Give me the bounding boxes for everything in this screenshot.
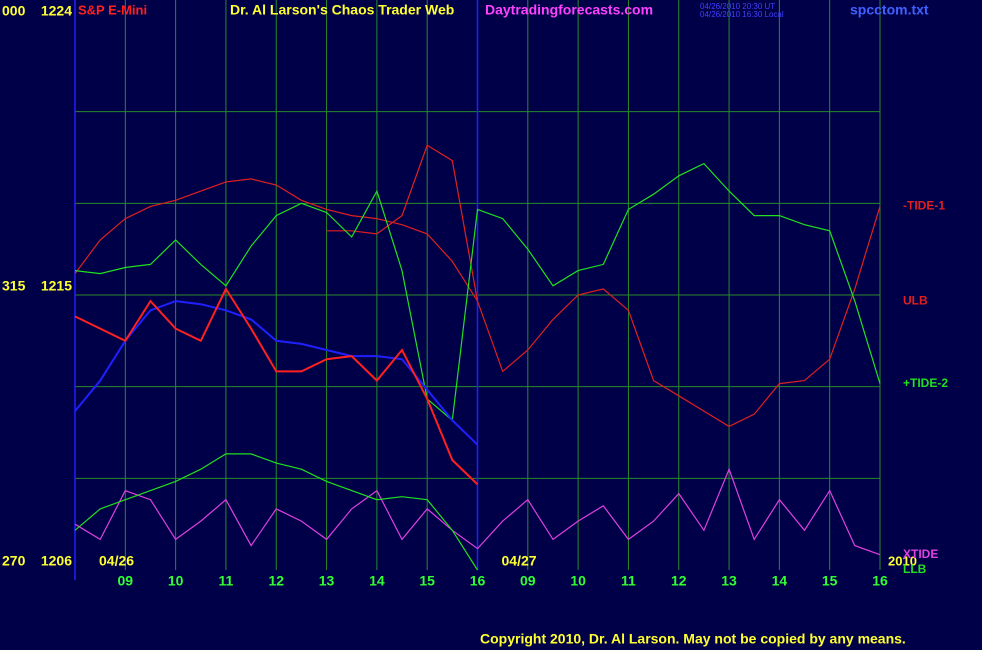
series-label: +TIDE-2: [903, 376, 948, 390]
x-tick-label: 11: [219, 573, 234, 589]
site-title: Dr. Al Larson's Chaos Trader Web: [230, 2, 454, 18]
y-tick-label: 1224: [41, 3, 72, 19]
x-tick-label: 09: [118, 573, 134, 589]
angle-label: 270: [2, 553, 26, 569]
x-tick-label: 13: [319, 573, 335, 589]
x-tick-label: 15: [822, 573, 838, 589]
series-line: [74, 467, 881, 556]
series-label: LLB: [903, 562, 927, 576]
series-label: -TIDE-1: [903, 199, 945, 213]
x-tick-label: 11: [621, 573, 636, 589]
x-tick-label: 16: [470, 573, 486, 589]
x-tick-label: 13: [721, 573, 737, 589]
x-tick-label: 14: [772, 573, 788, 589]
x-tick-label: 16: [872, 573, 888, 589]
year: 2010: [888, 553, 917, 568]
copyright: Copyright 2010, Dr. Al Larson. May not b…: [480, 631, 906, 647]
series-line: [74, 286, 479, 486]
series-label: XTIDE: [903, 547, 938, 561]
series-line: [74, 453, 479, 571]
angle-label: 000: [2, 3, 26, 19]
date-label: 04/26: [99, 553, 134, 569]
series-line: [74, 162, 881, 422]
time-local: 04/26/2010 16:30 Local: [700, 10, 784, 19]
file-name: spcctom.txt: [850, 2, 929, 18]
angle-label: 315: [2, 278, 26, 294]
x-tick-label: 12: [671, 573, 687, 589]
site-url: Daytradingforecasts.com: [485, 2, 653, 18]
x-tick-label: 10: [570, 573, 586, 589]
x-tick-label: 09: [520, 573, 536, 589]
time-ut: 04/26/2010 20:30 UT: [700, 2, 775, 11]
plot: [74, 0, 881, 580]
x-tick-label: 14: [369, 573, 385, 589]
y-tick-label: 1215: [41, 278, 72, 294]
series-label: ULB: [903, 293, 928, 307]
x-tick-label: 15: [419, 573, 435, 589]
x-tick-label: 10: [168, 573, 184, 589]
series-line: [326, 144, 479, 302]
y-tick-label: 1206: [41, 553, 72, 569]
symbol: S&P E-Mini: [78, 2, 147, 17]
series-line: [74, 300, 479, 446]
x-tick-label: 12: [268, 573, 284, 589]
date-label: 04/27: [502, 553, 537, 569]
